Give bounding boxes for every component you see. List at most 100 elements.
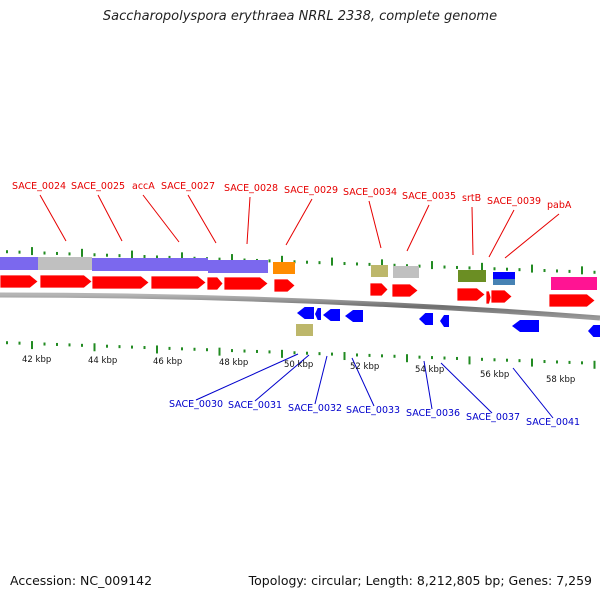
tick-mark: [243, 349, 246, 353]
tick-mark: [93, 343, 96, 352]
tick-mark: [543, 360, 546, 364]
tick-mark: [281, 255, 283, 264]
tick-mark: [381, 354, 383, 358]
cds-block: [150, 258, 208, 271]
tick-mark: [106, 253, 108, 257]
tick-mark: [531, 358, 533, 367]
tick-mark: [18, 250, 21, 254]
gene-arrow-forward: [485, 290, 492, 305]
leader-line: [368, 200, 382, 249]
tick-mark: [131, 345, 133, 349]
tick-mark: [556, 269, 558, 273]
genome-summary: Topology: circular; Length: 8,212,805 bp…: [248, 573, 592, 588]
leader-line: [195, 353, 299, 401]
tick-mark: [318, 261, 321, 265]
tick-mark: [306, 351, 308, 355]
gene-arrow-forward: [91, 275, 150, 290]
gene-label-sace_0025: SACE_0025: [71, 181, 125, 192]
tick-mark: [418, 264, 421, 268]
tick-mark: [106, 344, 108, 348]
tick-mark: [293, 351, 296, 355]
leader-line: [440, 362, 493, 414]
gene-label-sace_0024: SACE_0024: [12, 181, 66, 192]
scale-labels: 42 kbp 44 kbp 46 kbp 48 kbp 50 kbp 52 kbp 54 k…: [22, 355, 575, 385]
tick-mark: [531, 264, 533, 273]
tick-mark: [81, 248, 83, 257]
tick-mark: [343, 262, 346, 266]
tick-mark: [256, 349, 258, 353]
tick-mark: [506, 267, 508, 271]
tick-mark: [431, 261, 433, 270]
gene-label-sace_0028: SACE_0028: [224, 183, 278, 194]
tick-mark: [231, 349, 233, 353]
leader-line: [351, 357, 375, 407]
tick-mark: [143, 255, 146, 259]
gene-arrow-forward: [39, 274, 93, 289]
tick-mark: [56, 342, 58, 346]
tick-mark: [156, 255, 158, 259]
tick-mark: [568, 360, 571, 364]
cds-block: [208, 260, 268, 273]
tick-mark: [118, 345, 121, 349]
tick-mark: [481, 357, 483, 361]
tick-mark: [556, 360, 558, 364]
gene-labels-bottom: SACE_0030 SACE_0031 SACE_0032 SACE_0033 SACE…: [169, 399, 580, 428]
scale-label: 46 kbp: [153, 357, 182, 367]
leader-line: [314, 355, 328, 405]
gene-labels-top: SACE_0024 SACE_0025 accA SACE_0027 SACE_0028…: [12, 181, 572, 211]
tick-mark: [218, 347, 221, 356]
gene-label-sace_0031: SACE_0031: [228, 400, 282, 411]
leader-line: [97, 194, 123, 242]
tick-mark: [306, 260, 308, 264]
tick-mark: [231, 254, 233, 263]
tick-mark: [543, 269, 546, 273]
leader-line: [406, 204, 430, 252]
tick-mark: [281, 349, 283, 358]
tick-mark: [493, 267, 496, 271]
gene-arrow-forward: [369, 282, 389, 297]
tick-mark: [418, 355, 421, 359]
gene-arrow-forward: [150, 275, 207, 290]
tick-mark: [68, 343, 71, 347]
tick-mark: [168, 346, 171, 350]
tick-mark: [268, 350, 271, 354]
cds-block: [458, 270, 486, 282]
leader-line: [187, 194, 217, 244]
gene-arrow-forward: [273, 278, 296, 293]
tick-mark: [456, 356, 458, 360]
gene-label-sace_0039: SACE_0039: [487, 196, 541, 207]
gene-label-sace_0027: SACE_0027: [161, 181, 215, 192]
tick-mark: [381, 259, 383, 268]
tick-row-bottom: [6, 341, 596, 369]
tick-mark: [331, 257, 333, 266]
tick-mark: [468, 356, 471, 365]
gene-label-sace_0041: SACE_0041: [526, 417, 580, 428]
tick-mark: [56, 251, 58, 255]
tick-mark: [93, 253, 96, 257]
gene-label-sace_0032: SACE_0032: [288, 403, 342, 414]
reverse-gene-track: [297, 307, 600, 337]
tick-mark: [481, 262, 483, 271]
gene-arrow-reverse: [588, 325, 600, 337]
leader-line: [471, 206, 474, 256]
tick-mark: [593, 360, 596, 369]
tick-mark: [18, 341, 21, 345]
tick-mark: [6, 250, 8, 254]
tick-mark: [6, 341, 8, 345]
cds-block: [38, 257, 92, 270]
gene-label-srtb: srtB: [462, 193, 481, 204]
tick-mark: [518, 268, 521, 272]
cds-block: [493, 272, 515, 279]
gene-arrow-forward: [391, 283, 419, 298]
tick-mark: [181, 252, 183, 261]
scale-label: 58 kbp: [546, 375, 575, 385]
tick-mark: [31, 341, 33, 350]
gene-arrow-forward: [0, 274, 39, 289]
leader-line: [285, 198, 313, 246]
tick-mark: [368, 353, 371, 357]
cds-feature-track: [0, 257, 597, 290]
gene-label-sace_0035: SACE_0035: [402, 191, 456, 202]
tick-mark: [31, 247, 33, 256]
tick-mark: [443, 356, 446, 360]
